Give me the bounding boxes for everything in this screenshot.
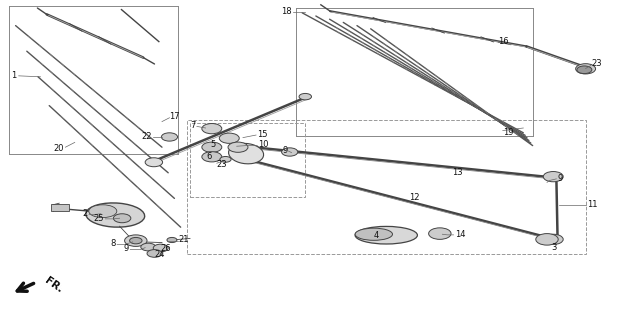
Text: 18: 18	[281, 7, 292, 16]
Ellipse shape	[229, 143, 264, 164]
Ellipse shape	[86, 203, 145, 227]
Text: 14: 14	[455, 230, 465, 239]
Text: 9: 9	[283, 146, 288, 155]
Text: 5: 5	[211, 140, 216, 149]
Text: 16: 16	[498, 37, 509, 46]
Text: 9: 9	[124, 244, 129, 253]
Circle shape	[228, 142, 248, 152]
Text: 24: 24	[155, 250, 165, 259]
Text: 11: 11	[587, 200, 597, 209]
Bar	[190, 123, 305, 197]
Circle shape	[577, 66, 592, 74]
Text: 25: 25	[93, 214, 104, 223]
Circle shape	[141, 243, 156, 251]
Circle shape	[429, 228, 451, 239]
Ellipse shape	[355, 228, 392, 240]
Ellipse shape	[355, 227, 417, 244]
Bar	[187, 120, 586, 254]
Text: 9: 9	[558, 174, 563, 183]
Text: 7: 7	[190, 121, 196, 130]
Text: 20: 20	[53, 144, 64, 153]
Text: 10: 10	[259, 140, 269, 149]
Ellipse shape	[89, 205, 117, 218]
Circle shape	[543, 172, 563, 182]
Text: 21: 21	[179, 236, 189, 244]
Text: 23: 23	[217, 160, 227, 169]
Text: 19: 19	[503, 128, 513, 137]
Text: 2: 2	[83, 209, 88, 218]
Text: 15: 15	[257, 130, 268, 139]
Text: 1: 1	[11, 71, 16, 80]
Circle shape	[282, 148, 298, 156]
Text: 13: 13	[452, 168, 462, 177]
Bar	[51, 204, 69, 211]
Circle shape	[113, 214, 131, 223]
Circle shape	[219, 133, 239, 143]
Circle shape	[167, 237, 177, 243]
Circle shape	[130, 237, 142, 244]
Text: 6: 6	[206, 152, 212, 161]
Circle shape	[220, 156, 231, 162]
Circle shape	[536, 234, 558, 245]
Text: FR.: FR.	[42, 275, 64, 294]
Circle shape	[543, 234, 563, 244]
Text: 26: 26	[161, 244, 171, 253]
Circle shape	[202, 152, 222, 162]
Text: 8: 8	[110, 239, 116, 248]
Circle shape	[576, 64, 596, 74]
Text: 22: 22	[141, 132, 152, 141]
Circle shape	[147, 250, 162, 257]
Circle shape	[153, 244, 168, 252]
Circle shape	[145, 158, 163, 167]
Circle shape	[202, 124, 222, 134]
Text: 3: 3	[551, 243, 556, 252]
Text: 17: 17	[169, 112, 180, 121]
Circle shape	[299, 93, 312, 100]
Text: 12: 12	[409, 193, 419, 202]
Circle shape	[202, 142, 222, 152]
Circle shape	[161, 133, 178, 141]
Circle shape	[125, 235, 147, 246]
Text: 23: 23	[592, 60, 602, 68]
Text: 4: 4	[374, 231, 379, 240]
